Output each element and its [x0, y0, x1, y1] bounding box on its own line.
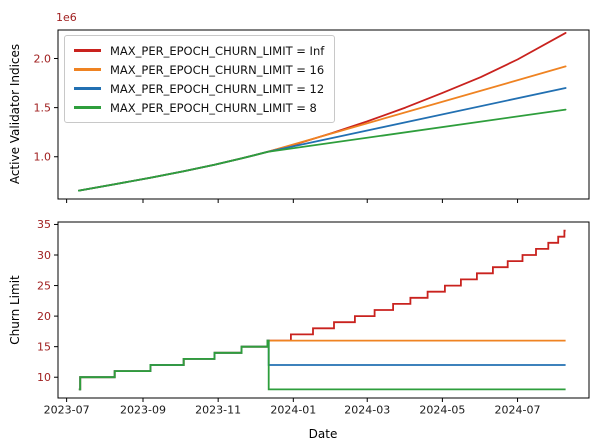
y-tick-label: 25 — [37, 279, 51, 292]
legend: MAX_PER_EPOCH_CHURN_LIMIT = Inf MAX_PER_… — [64, 35, 336, 123]
x-tick-label: 2023-09 — [120, 404, 166, 417]
x-tick-label: 2024-07 — [495, 404, 541, 417]
y-axis-offset-label: 1e6 — [56, 11, 77, 24]
y-tick-label: 15 — [37, 340, 51, 353]
legend-entry-16: MAX_PER_EPOCH_CHURN_LIMIT = 16 — [74, 60, 324, 79]
y-tick-label: 10 — [37, 371, 51, 384]
y-tick-label: 35 — [37, 218, 51, 231]
x-tick-label: 2023-07 — [44, 404, 90, 417]
legend-entry-8: MAX_PER_EPOCH_CHURN_LIMIT = 8 — [74, 98, 324, 117]
legend-label: MAX_PER_EPOCH_CHURN_LIMIT = Inf — [110, 43, 325, 58]
series-line — [78, 108, 567, 192]
legend-label: MAX_PER_EPOCH_CHURN_LIMIT = 16 — [110, 62, 325, 77]
legend-line-swatch-blue — [74, 87, 101, 90]
y-tick-label: 20 — [37, 310, 51, 323]
x-tick-label: 2023-11 — [195, 404, 241, 417]
y-tick-label: 2.0 — [34, 52, 52, 65]
legend-label: MAX_PER_EPOCH_CHURN_LIMIT = 8 — [110, 100, 317, 115]
legend-label: MAX_PER_EPOCH_CHURN_LIMIT = 12 — [110, 81, 325, 96]
legend-line-swatch-red — [74, 49, 101, 52]
legend-entry-inf: MAX_PER_EPOCH_CHURN_LIMIT = Inf — [74, 41, 324, 60]
bottom-axes-frame — [57, 221, 590, 399]
legend-line-swatch-orange — [74, 68, 101, 71]
legend-entry-12: MAX_PER_EPOCH_CHURN_LIMIT = 12 — [74, 79, 324, 98]
y-tick-label: 1.5 — [34, 101, 52, 114]
x-axis-title: Date — [308, 427, 338, 441]
x-tick-label: 2024-03 — [344, 404, 390, 417]
top-axes-frame — [57, 29, 590, 200]
bottom-y-axis-title: Churn Limit — [8, 275, 22, 345]
y-tick-label: 1.0 — [34, 151, 52, 164]
series-step-line — [78, 339, 566, 391]
top-y-axis-title: Active Validator Indices — [8, 43, 22, 185]
x-tick-label: 2024-05 — [419, 404, 465, 417]
y-tick-label: 30 — [37, 249, 51, 262]
x-tick-label: 2024-01 — [270, 404, 316, 417]
legend-line-swatch-green — [74, 106, 101, 109]
